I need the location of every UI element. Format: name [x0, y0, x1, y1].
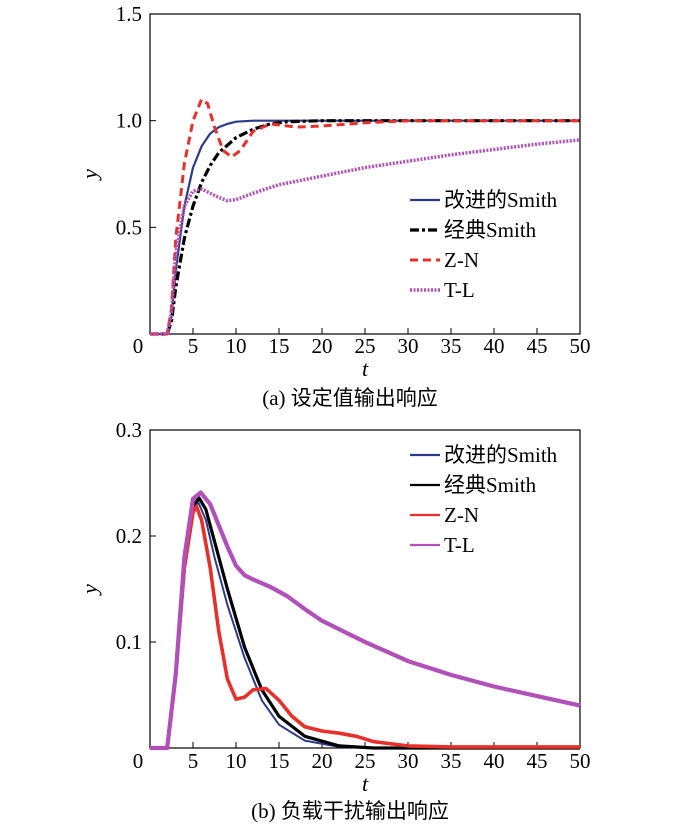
- panel-a: 0.5 1.0 1.5 0 5 10 15 20 25 30 35 40 45 50 y t 改进的Sm…: [77, 2, 591, 410]
- x-tick-label-a: 25: [355, 334, 376, 358]
- series-b: [150, 490, 581, 751]
- y-tick-label-b: 0.3: [116, 418, 142, 442]
- x-axis-label-b: t: [362, 771, 369, 796]
- x-tick-label-b: 5: [188, 749, 199, 773]
- x-axis-label-a: t: [362, 356, 369, 381]
- x-tick-label-b: 20: [312, 749, 333, 773]
- x-tick-label-b: 10: [226, 749, 247, 773]
- x-tick-label-a: 10: [226, 334, 247, 358]
- series-line-a-3: [150, 138, 581, 336]
- series-line-b-1: [150, 496, 580, 750]
- y-axis-label-a: y: [77, 169, 102, 181]
- series-line-b-3: [150, 490, 581, 751]
- plot-frame-a: [149, 13, 581, 335]
- legend-b: 改进的Smith 经典Smith Z-N T-L: [410, 443, 558, 557]
- x-tick-label-b: 25: [355, 749, 376, 773]
- x-tick-label-b: 40: [484, 749, 505, 773]
- legend-label-b-3: T-L: [444, 533, 475, 557]
- y-tick-label-b: 0.2: [116, 524, 142, 548]
- y-tick-label-a: 1.5: [116, 2, 142, 26]
- legend-label-b-0: 改进的Smith: [444, 443, 558, 467]
- y-ticks-b: 0.1 0.2 0.3 0: [116, 418, 156, 773]
- legend-a: 改进的Smith 经典Smith Z-N T-L: [410, 188, 558, 302]
- series-line-a-2: [150, 97, 580, 336]
- x-tick-label-a: 45: [527, 334, 548, 358]
- x-ticks-b: 5 10 15 20 25 30 35 40 45 50: [188, 742, 591, 773]
- x-tick-label-b: 45: [527, 749, 548, 773]
- legend-label-a-1: 经典Smith: [444, 218, 537, 242]
- x-tick-label-a: 20: [312, 334, 333, 358]
- x-tick-label-a: 15: [269, 334, 290, 358]
- y-tick-label-a: 0.5: [116, 215, 142, 239]
- x-ticks-a: 5 10 15 20 25 30 35 40 45 50: [188, 328, 591, 358]
- x-tick-label-a: 50: [570, 334, 591, 358]
- origin-tick-label-a: 0: [133, 334, 144, 358]
- x-tick-label-b: 15: [269, 749, 290, 773]
- series-a: [150, 97, 581, 336]
- x-tick-label-a: 30: [398, 334, 419, 358]
- origin-tick-label-b: 0: [133, 749, 144, 773]
- y-ticks-a: 0.5 1.0 1.5 0: [116, 2, 156, 358]
- x-tick-label-b: 30: [398, 749, 419, 773]
- y-tick-label-a: 1.0: [116, 109, 142, 133]
- series-line-a-1: [150, 119, 580, 336]
- legend-label-a-3: T-L: [444, 278, 475, 302]
- x-tick-label-a: 5: [188, 334, 199, 358]
- x-tick-label-b: 50: [570, 749, 591, 773]
- caption-a: (a) 设定值输出响应: [262, 386, 438, 410]
- legend-label-a-2: Z-N: [444, 248, 479, 272]
- y-axis-label-b: y: [77, 584, 102, 596]
- legend-label-a-0: 改进的Smith: [444, 188, 558, 212]
- y-tick-label-b: 0.1: [116, 630, 142, 654]
- legend-label-b-1: 经典Smith: [444, 473, 537, 497]
- x-tick-label-b: 35: [441, 749, 462, 773]
- caption-b: (b) 负载干扰输出响应: [251, 799, 449, 823]
- legend-label-b-2: Z-N: [444, 503, 479, 527]
- panel-b: 0.1 0.2 0.3 0 5 10 15 20 25 30 35 40 45 50 y t 改进的Sm…: [77, 418, 591, 823]
- x-tick-label-a: 35: [441, 334, 462, 358]
- x-tick-label-a: 40: [484, 334, 505, 358]
